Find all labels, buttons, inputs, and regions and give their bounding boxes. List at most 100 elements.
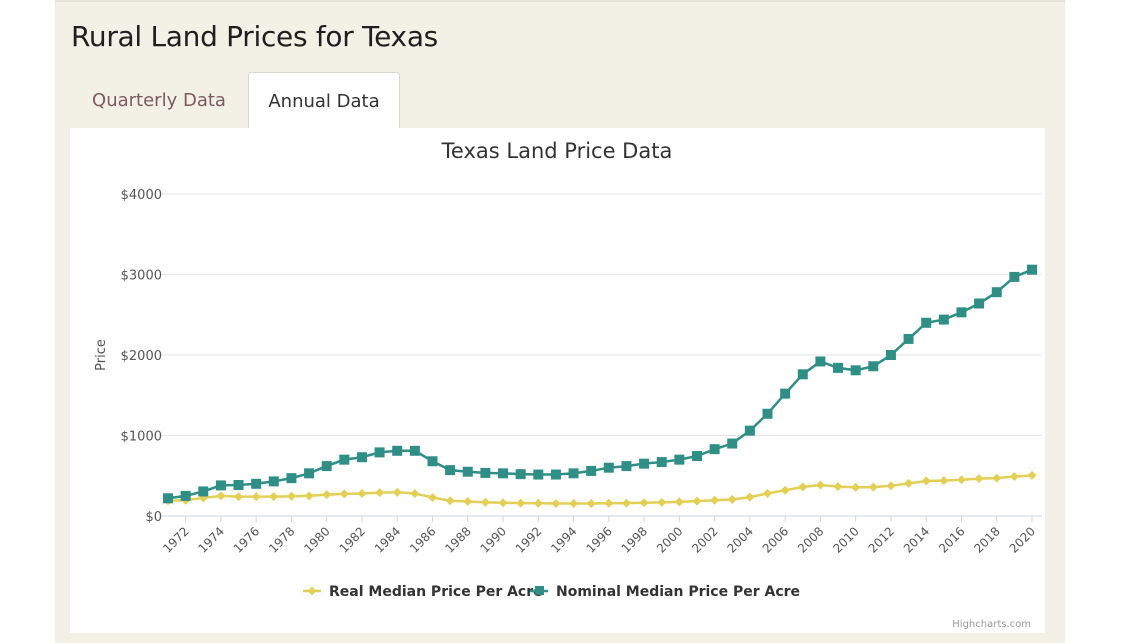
nominal-data-point[interactable] [974,298,985,309]
nominal-data-point[interactable] [1009,271,1020,282]
real-data-point[interactable] [657,497,667,507]
nominal-data-point[interactable] [639,458,650,469]
real-data-point[interactable] [304,491,314,501]
real-data-point[interactable] [868,482,878,492]
real-data-point[interactable] [357,488,367,498]
nominal-data-point[interactable] [674,454,685,465]
nominal-data-point[interactable] [251,478,262,489]
real-data-point[interactable] [375,488,385,498]
nominal-data-point[interactable] [850,365,861,376]
nominal-data-point[interactable] [938,314,949,325]
real-data-point[interactable] [569,499,579,509]
real-data-point[interactable] [410,488,420,498]
legend-item-nominal[interactable]: Nominal Median Price Per Acre [530,584,800,600]
real-data-point[interactable] [322,490,332,500]
nominal-data-point[interactable] [568,468,579,479]
tab-annual-data[interactable]: Annual Data [248,72,400,130]
real-data-point[interactable] [674,497,684,507]
nominal-data-point[interactable] [691,451,702,462]
nominal-data-point[interactable] [815,356,826,367]
real-data-point[interactable] [1027,470,1037,480]
nominal-data-point[interactable] [321,461,332,472]
real-data-point[interactable] [710,495,720,505]
real-data-point[interactable] [533,498,543,508]
real-data-point[interactable] [974,474,984,484]
highcharts-credits-link[interactable]: Highcharts.com [952,619,1031,630]
nominal-data-point[interactable] [445,465,456,476]
nominal-data-point[interactable] [233,480,244,491]
real-data-point[interactable] [939,476,949,486]
nominal-data-point[interactable] [656,457,667,468]
real-data-point[interactable] [1009,472,1019,482]
real-data-point[interactable] [851,482,861,492]
nominal-data-point[interactable] [215,480,226,491]
nominal-data-point[interactable] [286,473,297,484]
nominal-data-point[interactable] [304,468,315,479]
real-data-point[interactable] [727,494,737,504]
nominal-data-point[interactable] [392,445,403,456]
nominal-data-point[interactable] [780,388,791,399]
tab-quarterly-data[interactable]: Quarterly Data [92,90,226,111]
real-data-point[interactable] [815,480,825,490]
real-data-point[interactable] [921,476,931,486]
nominal-data-point[interactable] [427,456,438,467]
nominal-data-point[interactable] [885,350,896,360]
nominal-data-point[interactable] [744,425,755,436]
nominal-data-point[interactable] [797,369,808,380]
nominal-data-point[interactable] [268,476,279,487]
nominal-data-point[interactable] [903,333,914,344]
nominal-data-point[interactable] [727,438,738,449]
nominal-data-point[interactable] [515,469,526,480]
nominal-data-point[interactable] [621,461,632,472]
real-data-point[interactable] [498,498,508,508]
nominal-data-point[interactable] [533,469,544,480]
real-data-point[interactable] [798,482,808,492]
real-data-point[interactable] [480,497,490,507]
real-data-point[interactable] [992,473,1002,483]
real-data-point[interactable] [745,492,755,502]
nominal-data-point[interactable] [833,362,844,373]
nominal-data-point[interactable] [198,486,209,497]
nominal-data-point[interactable] [409,445,420,456]
nominal-data-point[interactable] [991,287,1002,298]
nominal-data-point[interactable] [339,454,350,465]
real-data-point[interactable] [639,498,649,508]
real-data-point[interactable] [516,498,526,508]
nominal-data-point[interactable] [762,408,773,419]
real-data-point[interactable] [392,487,402,497]
real-data-point[interactable] [339,489,349,499]
real-data-point[interactable] [234,492,244,502]
nominal-data-point[interactable] [480,467,491,478]
real-data-point[interactable] [551,499,561,509]
real-data-point[interactable] [604,498,614,508]
real-data-point[interactable] [286,491,296,501]
real-data-point[interactable] [251,492,261,502]
nominal-data-point[interactable] [868,361,879,372]
nominal-data-point[interactable] [163,493,173,504]
real-data-point[interactable] [886,481,896,491]
real-data-point[interactable] [763,488,773,498]
nominal-data-point[interactable] [586,465,597,476]
legend-item-real[interactable]: Real Median Price Per Acre [303,584,543,600]
real-data-point[interactable] [427,492,437,502]
nominal-data-point[interactable] [462,466,473,477]
nominal-data-point[interactable] [374,447,385,458]
real-data-point[interactable] [956,475,966,485]
real-data-point[interactable] [586,499,596,509]
real-data-point[interactable] [216,491,226,501]
nominal-data-point[interactable] [356,452,367,463]
real-data-point[interactable] [445,496,455,506]
real-data-point[interactable] [833,482,843,492]
nominal-data-point[interactable] [956,307,967,318]
real-data-point[interactable] [904,478,914,488]
nominal-data-point[interactable] [550,469,561,480]
nominal-data-point[interactable] [180,490,191,501]
nominal-data-point[interactable] [1027,264,1037,275]
nominal-data-point[interactable] [603,462,614,473]
real-data-point[interactable] [780,485,790,495]
nominal-data-point[interactable] [709,444,720,455]
nominal-data-point[interactable] [921,317,932,328]
real-data-point[interactable] [269,492,279,502]
nominal-data-point[interactable] [498,468,509,479]
real-data-point[interactable] [463,497,473,507]
